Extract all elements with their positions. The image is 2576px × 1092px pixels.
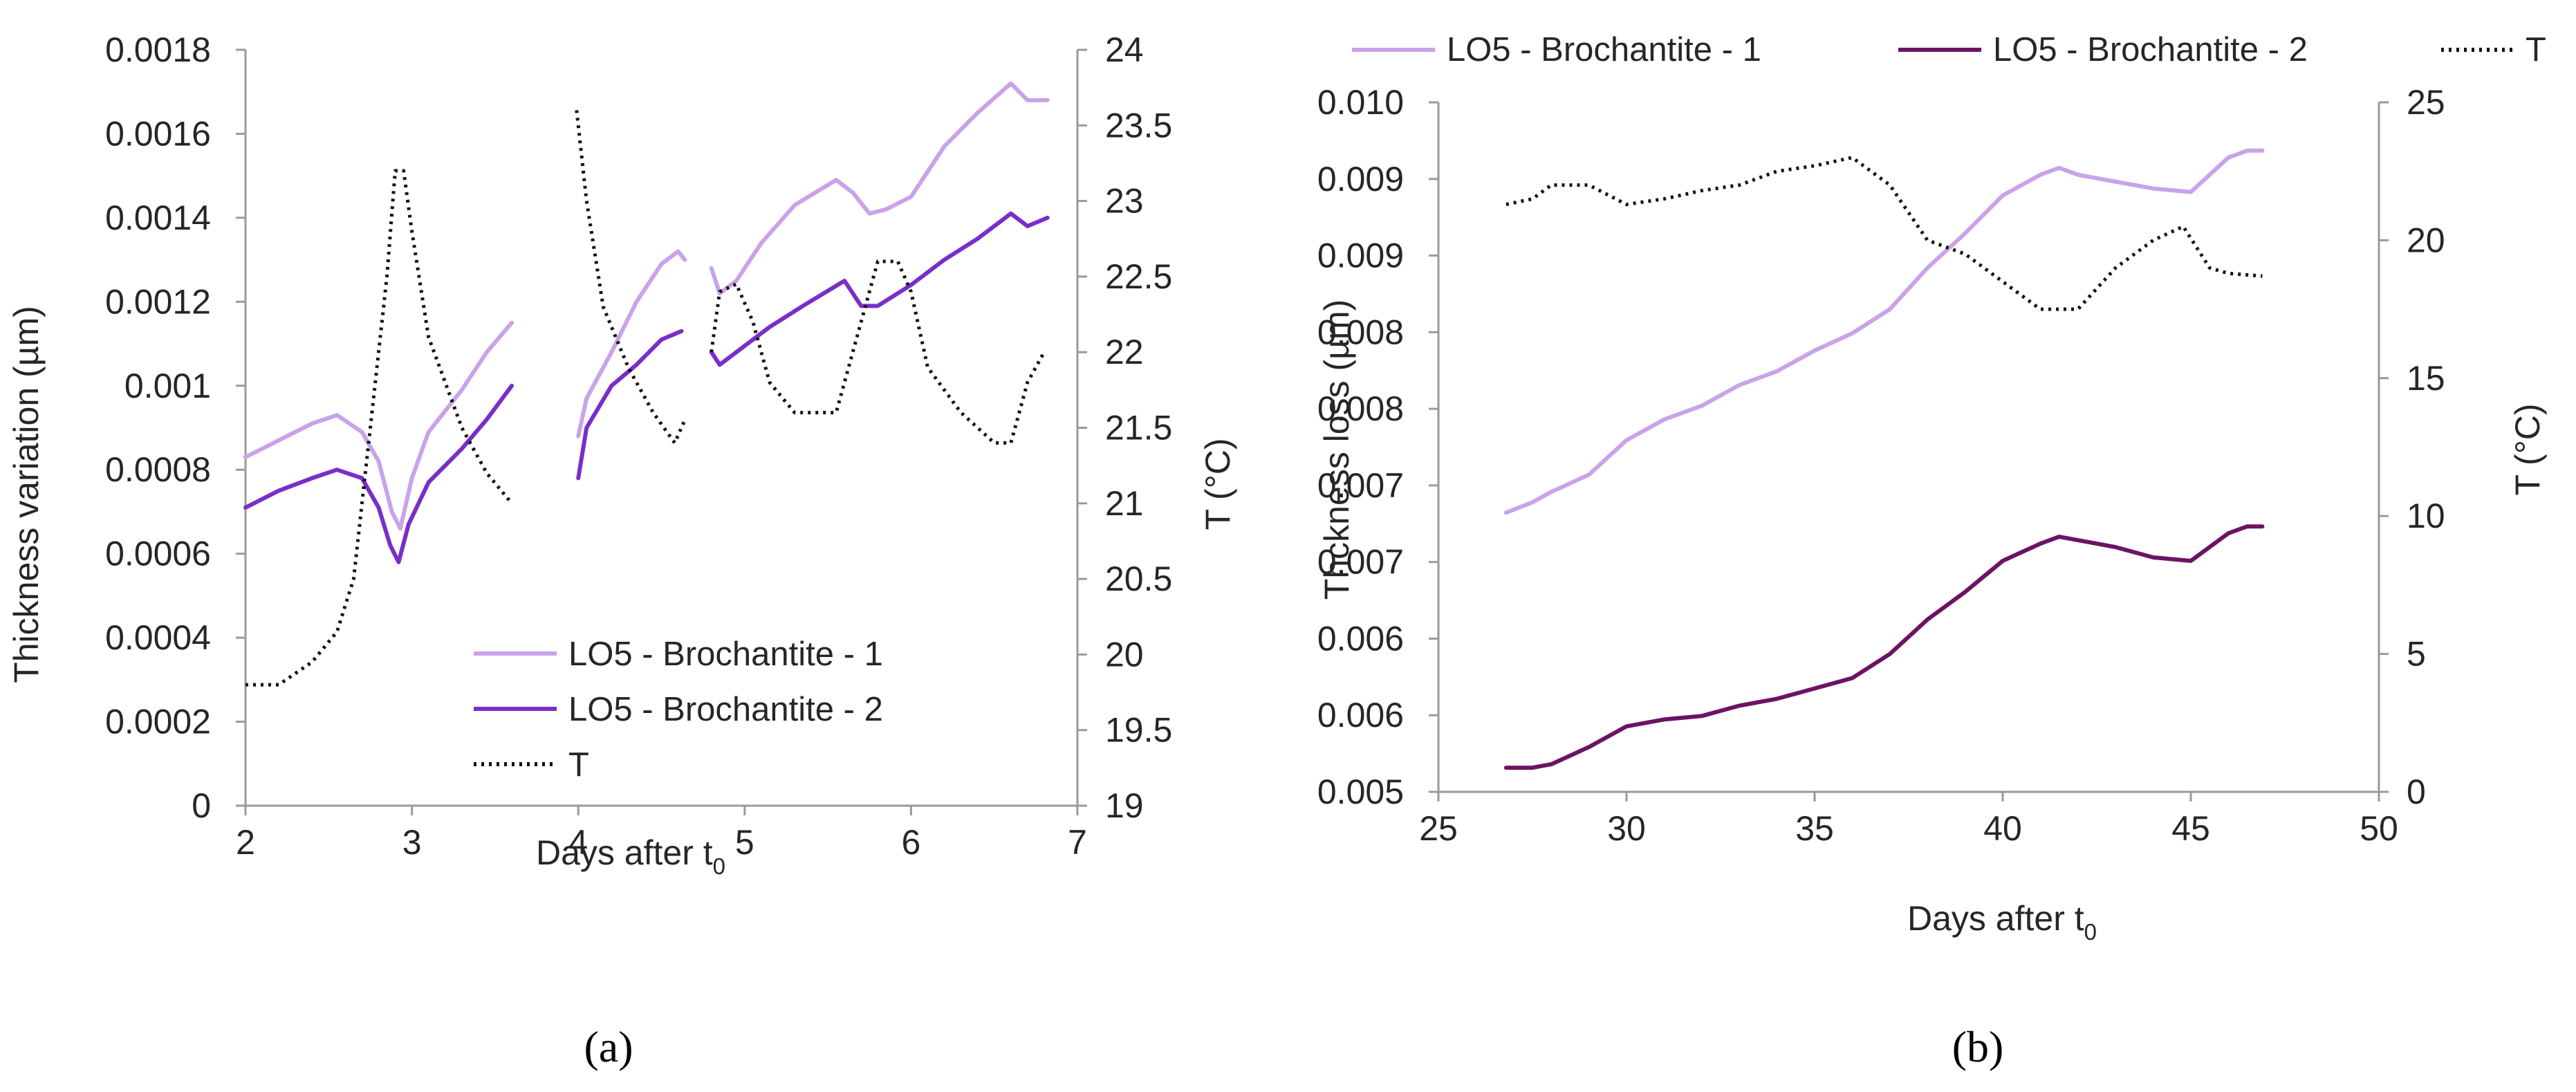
- y-tick-label: 0.0018: [105, 30, 211, 69]
- x-tick-label: 6: [901, 823, 920, 862]
- x-tick-label: 7: [1068, 823, 1087, 862]
- panel-a-plot-area: 2 3 4 5 6 700.00020.00040.00060.00080.0010.00…: [105, 30, 1172, 862]
- y-tick-label: 0.007: [1317, 543, 1404, 582]
- panel-b-x-axis-label: Days after t0: [1907, 899, 2097, 945]
- legend-label-series-1: LO5 - Brochantite - 1: [1447, 31, 1761, 68]
- x-axis-label-text: Days after t: [1907, 899, 2084, 938]
- right-y-tick-label: 24: [1105, 30, 1144, 69]
- series-2-line: [576, 328, 684, 481]
- y-tick-label: 0.008: [1317, 313, 1404, 351]
- legend-label-temperature: T: [2526, 31, 2546, 68]
- temperature-line: [245, 169, 513, 687]
- y-tick-label: 0.0004: [105, 618, 211, 657]
- right-y-tick-label: 5: [2407, 635, 2426, 674]
- x-tick-label: 25: [1419, 809, 1458, 848]
- x-axis-label-subscript: 0: [2084, 919, 2097, 945]
- y-tick-label: 0.0002: [105, 703, 211, 741]
- temperature-line: [1505, 156, 2263, 311]
- panel-b: 25 30 35 40 45 500.0050.0060.0060.0070.0070.0…: [1317, 31, 2547, 1071]
- y-tick-label: 0.005: [1317, 772, 1404, 811]
- right-y-tick-label: 21.5: [1105, 409, 1172, 447]
- series-1-line: [576, 249, 687, 438]
- panel-a-legend: LO5 - Brochantite - 1 LO5 - Brochantite …: [474, 636, 883, 784]
- right-y-tick-label: 10: [2407, 497, 2445, 535]
- right-y-tick-label: 23: [1105, 182, 1144, 221]
- series-2-line: [709, 211, 1050, 367]
- x-axis-label-subscript: 0: [713, 853, 725, 879]
- panel-b-right-axis-label: T (°C): [2508, 404, 2547, 496]
- y-tick-label: 0.010: [1317, 83, 1404, 122]
- panel-a-right-axis-label: T (°C): [1198, 438, 1237, 530]
- legend-label-series-1: LO5 - Brochantite - 1: [568, 636, 883, 673]
- x-tick-label: 2: [236, 823, 255, 862]
- y-tick-label: 0.001: [124, 367, 211, 405]
- y-tick-label: 0.0014: [105, 198, 211, 237]
- x-tick-label: 50: [2360, 809, 2398, 848]
- legend-label-series-2: LO5 - Brochantite - 2: [1993, 31, 2308, 68]
- y-tick-label: 0.009: [1317, 237, 1404, 275]
- right-y-tick-label: 22: [1105, 333, 1144, 371]
- y-tick-label: 0.009: [1317, 160, 1404, 198]
- y-tick-label: 0.0006: [105, 535, 211, 573]
- x-tick-label: 5: [735, 823, 754, 862]
- x-tick-label: 30: [1607, 809, 1646, 848]
- y-tick-label: 0.0012: [105, 282, 211, 321]
- right-y-tick-label: 22.5: [1105, 257, 1172, 296]
- temperature-line: [575, 110, 687, 445]
- y-tick-label: 0.0008: [105, 450, 211, 489]
- legend-label-series-2: LO5 - Brochantite - 2: [568, 691, 883, 728]
- x-tick-label: 4: [568, 823, 588, 862]
- legend-label-temperature: T: [568, 746, 589, 784]
- panel-a-x-axis-label: Days after t0: [536, 833, 725, 879]
- right-y-tick-label: 20: [2407, 221, 2445, 259]
- panel-b-y-axis-label: Thckness loss (µm): [1317, 299, 1356, 600]
- x-tick-label: 45: [2171, 809, 2210, 848]
- temperature-line: [710, 259, 1046, 445]
- right-y-tick-label: 20: [1105, 635, 1144, 674]
- series-2-line: [1503, 524, 2265, 770]
- series-1-line: [243, 320, 514, 531]
- right-y-tick-label: 23.5: [1105, 106, 1172, 145]
- series-1-line: [709, 81, 1050, 296]
- panel-a-y-axis-label: Thickness variation (µm): [7, 306, 46, 683]
- right-y-tick-label: 0: [2407, 772, 2426, 811]
- y-tick-label: 0.006: [1317, 696, 1404, 734]
- panel-b-legend: LO5 - Brochantite - 1 LO5 - Brochantite …: [1352, 31, 2546, 68]
- panel-b-caption: (b): [1952, 1022, 2004, 1071]
- right-y-tick-label: 19: [1105, 786, 1144, 825]
- right-y-tick-label: 20.5: [1105, 559, 1172, 598]
- right-y-tick-label: 19.5: [1105, 711, 1172, 750]
- x-axis-label-text: Days after t: [536, 833, 713, 872]
- panel-a-caption: (a): [584, 1022, 633, 1071]
- y-tick-label: 0.006: [1317, 619, 1404, 658]
- series-1-line: [1503, 148, 2265, 515]
- x-tick-label: 40: [1983, 809, 2022, 848]
- y-tick-label: 0.007: [1317, 466, 1404, 505]
- right-y-tick-label: 15: [2407, 359, 2445, 398]
- y-tick-label: 0.008: [1317, 389, 1404, 428]
- right-y-tick-label: 21: [1105, 484, 1144, 523]
- y-tick-label: 0: [192, 786, 211, 825]
- right-y-tick-label: 25: [2407, 83, 2445, 122]
- panel-b-plot-area: 25 30 35 40 45 500.0050.0060.0060.0070.0070.0…: [1317, 83, 2445, 848]
- panel-a: 2 3 4 5 6 700.00020.00040.00060.00080.0010.00…: [7, 30, 1237, 1071]
- x-tick-label: 35: [1795, 809, 1834, 848]
- y-tick-label: 0.0016: [105, 114, 211, 153]
- x-tick-label: 3: [402, 823, 422, 862]
- series-2-line: [243, 383, 514, 564]
